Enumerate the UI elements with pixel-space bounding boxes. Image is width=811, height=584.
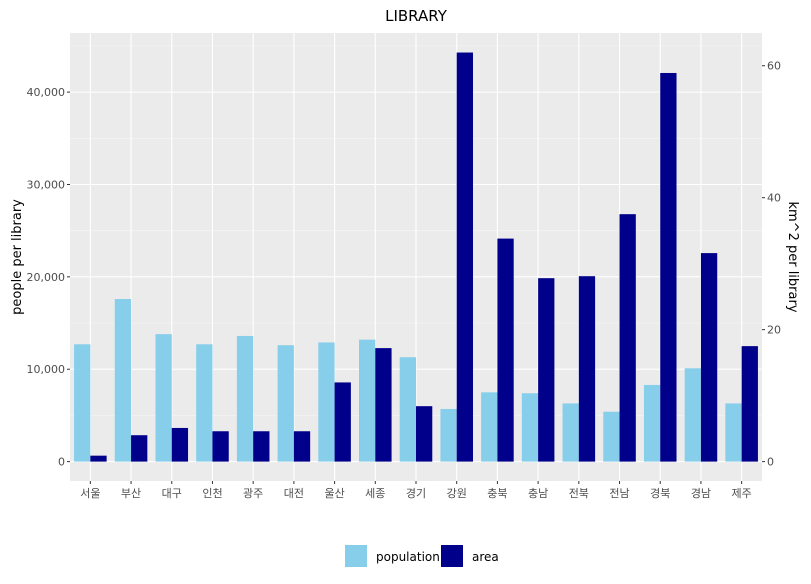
x-tick-label: 경기 xyxy=(406,487,426,500)
bar-area-3 xyxy=(212,431,229,462)
bar-population-8 xyxy=(399,357,416,462)
bar-area-7 xyxy=(375,348,392,462)
x-tick-label: 광주 xyxy=(243,487,263,500)
left-tick-label: 20,000 xyxy=(27,271,66,284)
bar-population-14 xyxy=(643,384,661,462)
legend-swatch-population xyxy=(345,545,367,567)
bar-area-8 xyxy=(416,406,433,462)
bar-area-4 xyxy=(253,431,270,462)
left-axis: 0 10,000 20,000 30,000 40,000 xyxy=(27,86,70,469)
bar-population-0 xyxy=(74,344,91,462)
x-tick-label: 제주 xyxy=(732,487,752,500)
y-left-axis-title: people per library xyxy=(10,199,25,315)
x-axis: 서울 부산 대구 인천 광주 대전 울산 세종 경기 강원 충북 충남 전북 전남 경북 경남 제주 xyxy=(80,481,752,500)
bar-area-14 xyxy=(660,72,677,462)
bar-area-0 xyxy=(90,455,107,462)
bar-population-6 xyxy=(318,342,335,462)
bar-area-1 xyxy=(131,435,148,462)
bar-population-12 xyxy=(562,403,579,462)
bar-area-15 xyxy=(700,253,718,462)
bar-population-9 xyxy=(440,408,457,462)
bar-area-16 xyxy=(741,346,758,462)
bar-population-13 xyxy=(603,411,620,462)
bar-population-10 xyxy=(481,392,498,462)
left-tick-label: 40,000 xyxy=(27,86,66,99)
left-tick-label: 10,000 xyxy=(27,363,66,376)
bar-population-2 xyxy=(155,334,172,462)
x-tick-label: 부산 xyxy=(121,487,141,500)
x-tick-label: 경남 xyxy=(691,487,711,500)
right-tick-label: 20 xyxy=(767,324,781,337)
x-tick-label: 충남 xyxy=(528,487,548,500)
bar-area-5 xyxy=(293,431,311,462)
bar-population-16 xyxy=(725,403,742,462)
legend: population area xyxy=(345,545,499,567)
x-tick-label: 전북 xyxy=(569,487,589,500)
bar-area-13 xyxy=(619,214,636,462)
chart-title: LIBRARY xyxy=(385,7,448,25)
bar-population-4 xyxy=(236,335,254,462)
bar-population-15 xyxy=(684,368,701,462)
right-tick-label: 60 xyxy=(767,60,781,73)
left-tick-label: 30,000 xyxy=(27,178,66,191)
legend-label-population: population xyxy=(376,550,440,564)
x-tick-label: 경북 xyxy=(650,487,670,500)
right-tick-label: 0 xyxy=(767,456,774,469)
bars xyxy=(74,52,758,462)
y-right-axis-title: km^2 per library xyxy=(785,201,800,312)
right-axis: 0 20 40 60 xyxy=(762,60,781,469)
bar-population-1 xyxy=(114,299,132,462)
x-tick-label: 대전 xyxy=(284,487,304,500)
x-tick-label: 인천 xyxy=(202,486,222,500)
bar-area-12 xyxy=(578,276,596,462)
bar-area-2 xyxy=(171,427,189,462)
bar-area-9 xyxy=(456,52,473,462)
x-tick-label: 강원 xyxy=(447,487,467,500)
right-tick-label: 40 xyxy=(767,192,781,205)
legend-label-area: area xyxy=(472,550,499,564)
bar-area-6 xyxy=(334,382,351,462)
bar-area-11 xyxy=(538,278,555,462)
bar-population-7 xyxy=(359,339,376,462)
bar-area-10 xyxy=(497,238,514,462)
left-tick-label: 0 xyxy=(58,456,65,469)
bar-population-3 xyxy=(196,344,213,462)
bar-population-11 xyxy=(521,393,539,462)
x-tick-label: 충북 xyxy=(487,487,507,500)
bar-population-5 xyxy=(277,345,294,462)
x-tick-label: 전남 xyxy=(609,487,629,500)
x-tick-label: 세종 xyxy=(365,487,385,500)
x-tick-label: 울산 xyxy=(324,487,344,500)
legend-swatch-area xyxy=(441,545,463,567)
x-tick-label: 서울 xyxy=(80,487,100,500)
x-tick-label: 대구 xyxy=(162,487,182,500)
